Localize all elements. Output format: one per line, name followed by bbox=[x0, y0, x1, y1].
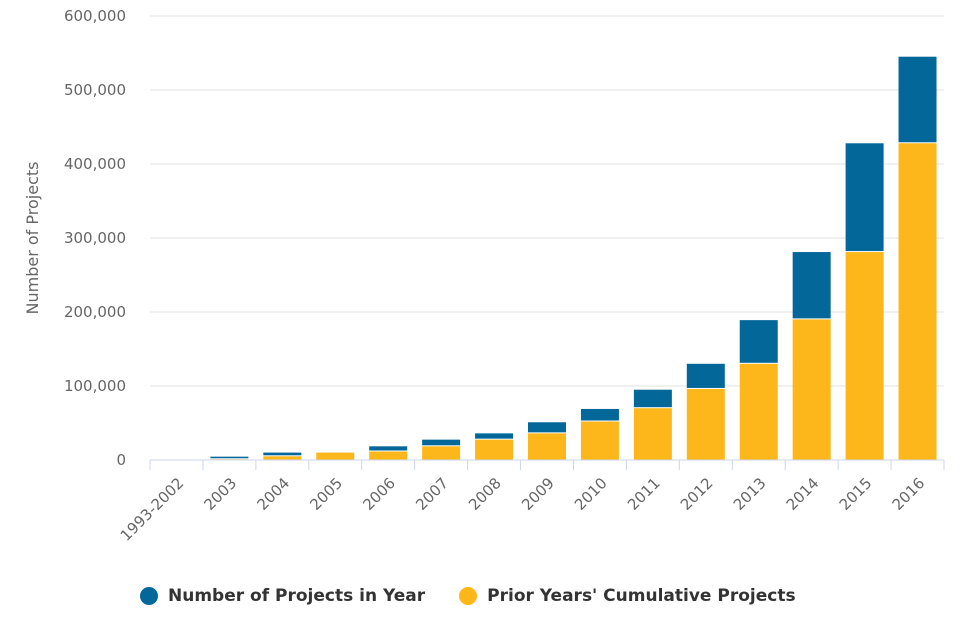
bar-prior-cumulative bbox=[792, 319, 831, 460]
legend-marker bbox=[140, 587, 158, 605]
bar-prior-cumulative bbox=[422, 446, 461, 460]
bar-projects-in-year bbox=[845, 143, 884, 252]
bar-prior-cumulative bbox=[898, 143, 937, 460]
y-tick-label: 0 bbox=[116, 451, 126, 469]
x-tick-label: 2005 bbox=[306, 474, 346, 514]
x-tick-label: 2014 bbox=[783, 474, 823, 514]
legend-item-prior-cumulative[interactable]: Prior Years' Cumulative Projects bbox=[459, 586, 796, 606]
bar-projects-in-year bbox=[369, 446, 408, 451]
bar-prior-cumulative bbox=[686, 388, 725, 460]
legend-marker bbox=[459, 587, 478, 605]
bar-projects-in-year bbox=[792, 252, 831, 319]
x-tick-label: 2009 bbox=[518, 474, 558, 514]
bar-projects-in-year bbox=[686, 363, 725, 388]
bar-prior-cumulative bbox=[739, 363, 778, 460]
bar-projects-in-year bbox=[263, 452, 302, 456]
y-tick-label: 600,000 bbox=[64, 7, 126, 25]
bar-prior-cumulative bbox=[633, 408, 672, 460]
y-tick-label: 500,000 bbox=[64, 81, 126, 99]
bar-projects-in-year bbox=[422, 439, 461, 446]
bar-projects-in-year bbox=[528, 422, 566, 433]
bar-prior-cumulative bbox=[845, 252, 884, 460]
y-tick-label: 300,000 bbox=[64, 229, 126, 247]
x-tick-label: 2006 bbox=[359, 474, 399, 514]
legend-label: Prior Years' Cumulative Projects bbox=[487, 586, 796, 606]
bar-prior-cumulative bbox=[475, 439, 514, 460]
bar-prior-cumulative bbox=[263, 456, 302, 460]
x-tick-label: 2010 bbox=[571, 474, 611, 514]
bar-projects-in-year bbox=[210, 456, 249, 459]
y-tick-label: 400,000 bbox=[64, 155, 126, 173]
legend-label: Number of Projects in Year bbox=[168, 586, 426, 606]
bar-projects-in-year bbox=[633, 389, 672, 408]
x-tick-label: 1993-2002 bbox=[117, 474, 188, 545]
y-tick-label: 200,000 bbox=[64, 303, 126, 321]
bar-projects-in-year bbox=[580, 408, 619, 421]
bar-prior-cumulative bbox=[316, 452, 355, 460]
bar-projects-in-year bbox=[898, 56, 937, 143]
x-tick-label: 2016 bbox=[889, 474, 929, 514]
bar-projects-in-year bbox=[739, 320, 778, 363]
y-tick-label: 100,000 bbox=[64, 377, 126, 395]
legend: Number of Projects in Year Prior Years' … bbox=[140, 586, 796, 606]
x-tick-label: 2015 bbox=[836, 474, 876, 514]
bar-prior-cumulative bbox=[369, 451, 408, 460]
legend-item-projects-in-year[interactable]: Number of Projects in Year bbox=[140, 586, 425, 606]
y-axis-label: Number of Projects bbox=[23, 162, 42, 315]
x-tick-label: 2013 bbox=[730, 474, 770, 514]
bar-prior-cumulative bbox=[580, 421, 619, 460]
bar-projects-in-year bbox=[475, 433, 514, 439]
x-tick-label: 2007 bbox=[412, 474, 452, 514]
bar-prior-cumulative bbox=[528, 433, 566, 460]
x-tick-label: 2008 bbox=[465, 474, 505, 514]
x-tick-label: 2003 bbox=[200, 474, 240, 514]
x-tick-label: 2011 bbox=[624, 474, 664, 514]
x-tick-label: 2004 bbox=[253, 474, 293, 514]
x-tick-label: 2012 bbox=[677, 474, 717, 514]
